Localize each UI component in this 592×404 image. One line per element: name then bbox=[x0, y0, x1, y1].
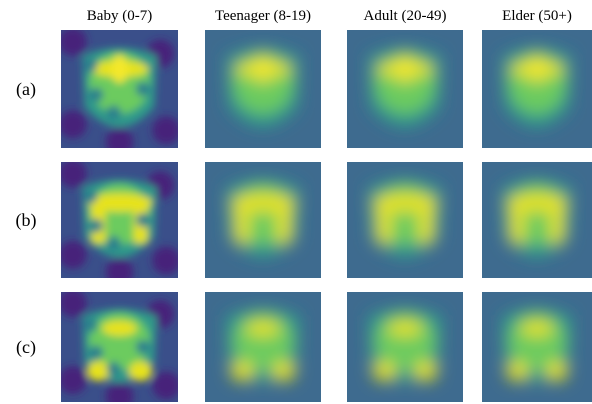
heat-blob bbox=[373, 361, 396, 381]
heat-blob bbox=[255, 55, 271, 83]
heat-blob bbox=[59, 160, 87, 188]
heat-blob bbox=[414, 361, 437, 381]
heat-blob bbox=[529, 55, 544, 83]
heat-blob bbox=[246, 321, 281, 336]
heat-blob bbox=[107, 106, 121, 120]
heat-blob bbox=[152, 247, 180, 275]
heat-layer bbox=[502, 179, 572, 257]
figure: Baby (0-7) Teenager (8-19) Adult (20-49) El… bbox=[0, 0, 592, 404]
heat-blob bbox=[59, 289, 87, 317]
heat-blob bbox=[89, 88, 103, 102]
heat-blob bbox=[105, 258, 133, 286]
heat-blob bbox=[89, 219, 103, 233]
heat-blob bbox=[83, 190, 97, 204]
heat-blob bbox=[136, 82, 150, 96]
heat-layer bbox=[226, 179, 300, 257]
heat-blob bbox=[111, 55, 127, 83]
heat-blob bbox=[102, 321, 137, 336]
heat-blob bbox=[59, 28, 87, 56]
row-label: (b) bbox=[16, 210, 37, 231]
heat-blob bbox=[129, 361, 152, 381]
heat-blob bbox=[235, 203, 249, 244]
heat-blob bbox=[511, 203, 524, 244]
heat-blob bbox=[59, 366, 87, 394]
row-label: (c) bbox=[16, 337, 36, 358]
heat-layer bbox=[368, 48, 442, 128]
heatmap bbox=[59, 160, 181, 287]
heat-blob bbox=[105, 128, 133, 156]
heat-layer bbox=[502, 309, 572, 383]
heatmap bbox=[205, 292, 321, 402]
heat-blob bbox=[506, 361, 528, 381]
heat-blob bbox=[397, 55, 413, 83]
heat-blob bbox=[272, 361, 295, 381]
heatmap bbox=[205, 162, 321, 278]
row-label: (a) bbox=[16, 79, 36, 100]
heat-blob bbox=[136, 340, 150, 354]
heat-layer bbox=[368, 309, 442, 383]
heat-layer bbox=[226, 309, 300, 383]
heat-blob bbox=[59, 110, 87, 138]
heat-blob bbox=[136, 213, 150, 227]
heat-blob bbox=[377, 203, 391, 244]
heat-blob bbox=[83, 58, 97, 72]
column-title: Teenager (8-19) bbox=[215, 8, 311, 24]
heat-layer bbox=[226, 48, 300, 128]
heatmap bbox=[482, 30, 592, 148]
heatmap bbox=[205, 30, 321, 148]
heatmap bbox=[482, 292, 592, 402]
heat-blob bbox=[152, 116, 180, 144]
heat-blob bbox=[107, 236, 121, 250]
heat-blob bbox=[546, 361, 568, 381]
heat-layer bbox=[368, 179, 442, 257]
heat-blob bbox=[83, 318, 97, 332]
heat-blob bbox=[152, 371, 180, 399]
heatmap bbox=[347, 162, 463, 278]
heatmap bbox=[59, 289, 181, 404]
heat-blob bbox=[277, 203, 291, 244]
heat-blob bbox=[419, 203, 433, 244]
heat-blob bbox=[87, 361, 110, 381]
heat-blob bbox=[89, 345, 103, 359]
heat-blob bbox=[550, 203, 563, 244]
column-title: Adult (20-49) bbox=[364, 8, 447, 24]
heat-blob bbox=[521, 321, 554, 336]
heatmap bbox=[59, 28, 181, 156]
heatmap bbox=[347, 30, 463, 148]
heatmap bbox=[347, 292, 463, 402]
heatmap bbox=[482, 162, 592, 278]
heat-blob bbox=[107, 362, 121, 376]
heat-blob bbox=[59, 241, 87, 269]
heat-blob bbox=[388, 321, 423, 336]
column-title: Baby (0-7) bbox=[87, 8, 152, 24]
heat-blob bbox=[231, 361, 254, 381]
heat-layer bbox=[502, 48, 572, 128]
column-title: Elder (50+) bbox=[502, 8, 572, 24]
